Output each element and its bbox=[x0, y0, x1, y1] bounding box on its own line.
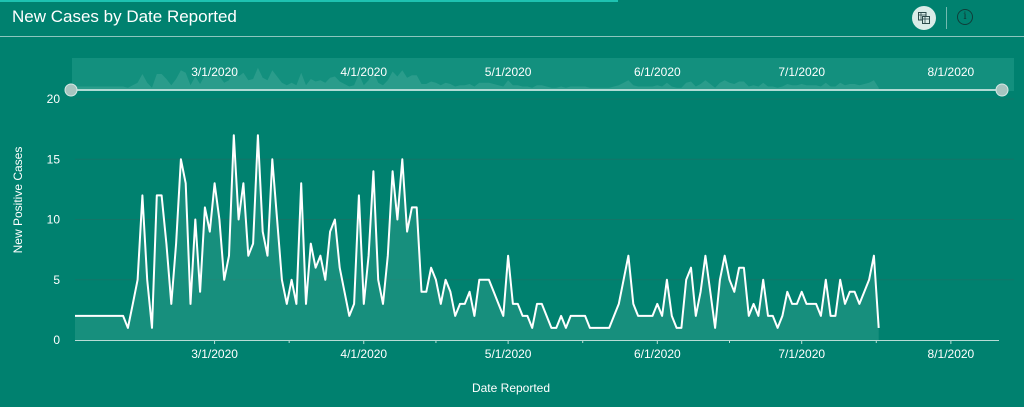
info-icon: i bbox=[963, 11, 967, 22]
chart-header: New Cases by Date Reported i bbox=[0, 0, 1024, 37]
y-tick-label: 5 bbox=[53, 273, 60, 287]
overview-tick-label: 5/1/2020 bbox=[485, 65, 532, 79]
y-tick-label: 0 bbox=[53, 333, 60, 347]
y-tick-label: 20 bbox=[47, 92, 61, 106]
x-tick-label: 8/1/2020 bbox=[928, 347, 975, 361]
overview-navigator: 3/1/2020 4/1/2020 5/1/2020 6/1/2020 7/1/2020… bbox=[64, 58, 1014, 97]
plot-area bbox=[75, 134, 880, 340]
y-tick-label: 10 bbox=[47, 213, 61, 227]
y-axis-title: New Positive Cases bbox=[11, 147, 25, 254]
overview-tick-label: 8/1/2020 bbox=[928, 65, 975, 79]
range-slider-start-handle[interactable] bbox=[64, 83, 78, 97]
table-view-icon bbox=[918, 12, 930, 24]
info-button[interactable]: i bbox=[957, 9, 973, 25]
overview-tick-label: 4/1/2020 bbox=[340, 65, 387, 79]
x-tick-label: 7/1/2020 bbox=[778, 347, 825, 361]
header-accent-bar bbox=[0, 0, 618, 2]
range-slider-end-handle[interactable] bbox=[995, 83, 1009, 97]
overview-sparkline bbox=[75, 67, 879, 89]
y-tick-label: 15 bbox=[47, 152, 61, 166]
x-axis-title: Date Reported bbox=[472, 381, 550, 395]
overview-tick-label: 7/1/2020 bbox=[778, 65, 825, 79]
overview-tick-label: 6/1/2020 bbox=[634, 65, 681, 79]
series-line bbox=[75, 134, 880, 329]
x-tick-label: 4/1/2020 bbox=[340, 347, 387, 361]
series-area bbox=[75, 135, 879, 340]
x-tick-label: 6/1/2020 bbox=[634, 347, 681, 361]
x-tick-label: 3/1/2020 bbox=[191, 347, 238, 361]
table-view-button[interactable] bbox=[912, 6, 936, 30]
x-tick-label: 5/1/2020 bbox=[485, 347, 532, 361]
chart-axes: 0 5 10 15 20 3/1/2020 4/1/2020 5/1/2020 6/1/2020… bbox=[47, 92, 999, 361]
chart-title: New Cases by Date Reported bbox=[12, 7, 237, 26]
header-separator bbox=[946, 7, 947, 29]
overview-tick-label: 3/1/2020 bbox=[191, 65, 238, 79]
